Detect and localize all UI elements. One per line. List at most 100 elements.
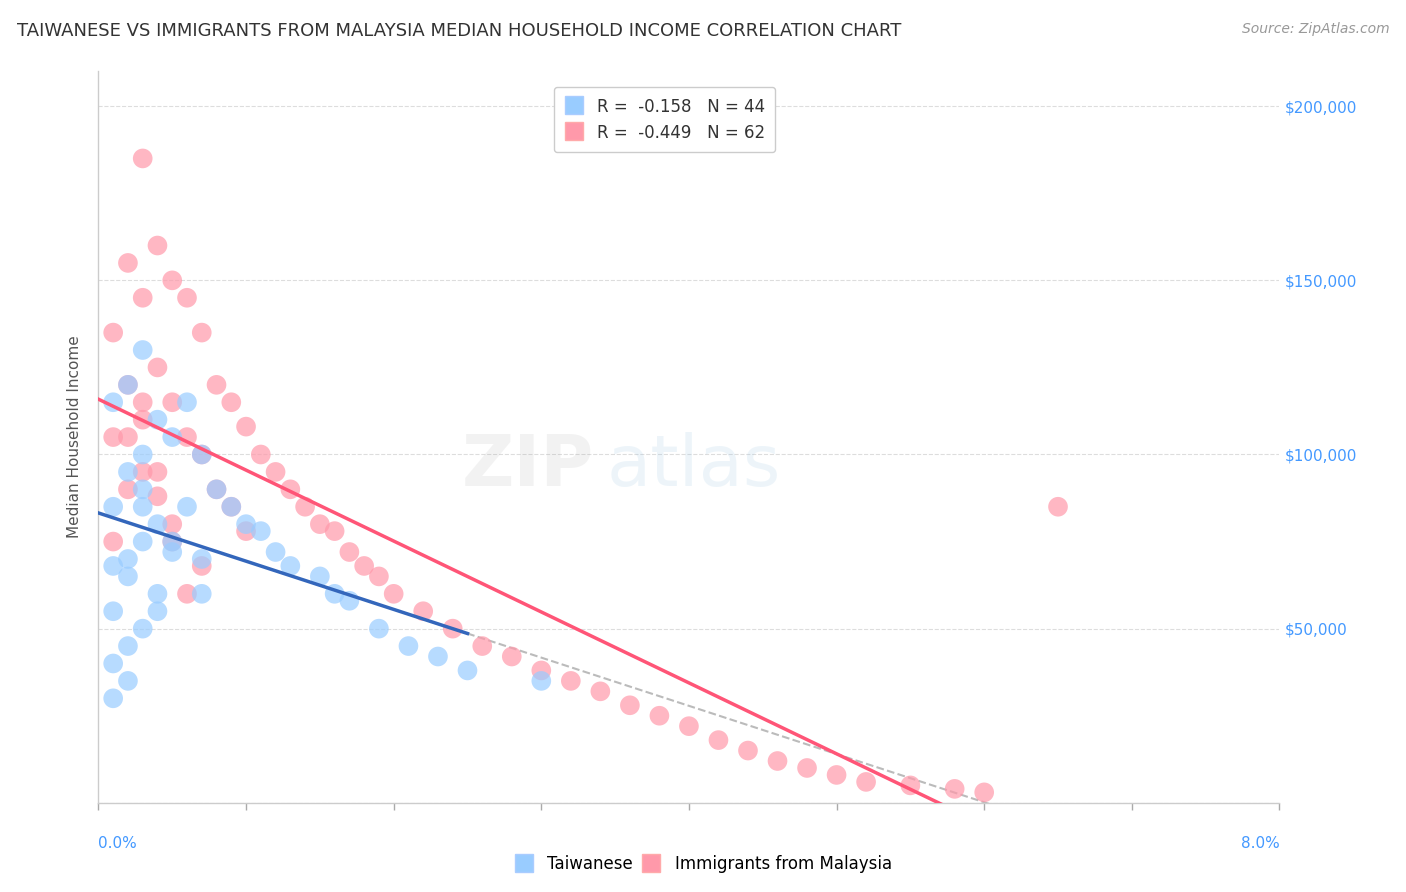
Point (221, 395, 243, 409)
Text: TAIWANESE VS IMMIGRANTS FROM MALAYSIA MEDIAN HOUSEHOLD INCOME CORRELATION CHART: TAIWANESE VS IMMIGRANTS FROM MALAYSIA ME… (17, 22, 901, 40)
Point (117, 430, 139, 444)
Point (146, 360, 169, 375)
Point (221, 500, 243, 514)
Point (221, 500, 243, 514)
Point (235, 517, 257, 532)
Text: 8.0%: 8.0% (1240, 836, 1279, 851)
Point (132, 395, 155, 409)
Point (103, 500, 125, 514)
Point (162, 517, 183, 532)
Point (250, 448, 273, 462)
Point (737, 743, 759, 757)
Text: ZIP: ZIP (463, 432, 595, 500)
Point (132, 343, 155, 357)
Point (205, 377, 228, 392)
Point (619, 698, 641, 713)
Point (412, 604, 434, 618)
Point (589, 684, 612, 698)
Point (176, 395, 198, 409)
Point (235, 524, 257, 538)
Point (103, 604, 125, 618)
Point (117, 465, 139, 479)
Point (103, 558, 125, 573)
Point (103, 326, 125, 340)
Point (132, 483, 155, 497)
Point (323, 587, 346, 601)
Point (560, 673, 582, 688)
Point (943, 781, 966, 796)
Point (103, 657, 125, 671)
Point (132, 534, 155, 549)
Point (501, 649, 523, 664)
Point (191, 448, 214, 462)
Point (205, 483, 228, 497)
Text: 0.0%: 0.0% (98, 836, 138, 851)
Point (132, 465, 155, 479)
Point (132, 412, 155, 426)
Point (973, 785, 995, 799)
Point (280, 558, 302, 573)
Point (530, 664, 553, 678)
Point (146, 517, 169, 532)
Point (132, 152, 155, 166)
Point (250, 524, 273, 538)
Text: atlas: atlas (606, 432, 780, 500)
Point (191, 552, 214, 566)
Point (103, 430, 125, 444)
Point (132, 500, 155, 514)
Point (796, 761, 818, 775)
Point (323, 524, 346, 538)
Point (162, 534, 183, 549)
Point (191, 448, 214, 462)
Point (132, 622, 155, 636)
Point (427, 649, 450, 664)
Point (678, 719, 700, 733)
Point (191, 326, 214, 340)
Point (855, 775, 877, 789)
Point (117, 256, 139, 270)
Point (117, 639, 139, 653)
Point (264, 465, 287, 479)
Point (146, 604, 169, 618)
Legend: Taiwanese, Immigrants from Malaysia: Taiwanese, Immigrants from Malaysia (508, 848, 898, 880)
Point (146, 587, 169, 601)
Point (280, 483, 302, 497)
Point (235, 419, 257, 434)
Point (117, 377, 139, 392)
Point (162, 430, 183, 444)
Point (117, 673, 139, 688)
Point (176, 587, 198, 601)
Point (117, 569, 139, 583)
Point (339, 545, 361, 559)
Text: Source: ZipAtlas.com: Source: ZipAtlas.com (1241, 22, 1389, 37)
Point (117, 483, 139, 497)
Legend: R =  -0.158   N = 44, R =  -0.449   N = 62: R = -0.158 N = 44, R = -0.449 N = 62 (554, 87, 775, 153)
Point (117, 377, 139, 392)
Point (146, 489, 169, 503)
Point (191, 558, 214, 573)
Point (264, 545, 287, 559)
Point (707, 733, 730, 747)
Point (132, 291, 155, 305)
Point (457, 664, 479, 678)
Point (825, 768, 848, 782)
Point (103, 534, 125, 549)
Point (294, 500, 316, 514)
Point (766, 754, 789, 768)
Point (103, 691, 125, 706)
Point (176, 291, 198, 305)
Point (146, 238, 169, 252)
Point (339, 594, 361, 608)
Point (309, 569, 332, 583)
Point (471, 639, 494, 653)
Point (132, 448, 155, 462)
Point (205, 483, 228, 497)
Point (530, 673, 553, 688)
Point (146, 465, 169, 479)
Point (103, 395, 125, 409)
Point (309, 517, 332, 532)
Point (368, 569, 391, 583)
Y-axis label: Median Household Income: Median Household Income (67, 335, 83, 539)
Point (162, 545, 183, 559)
Point (176, 430, 198, 444)
